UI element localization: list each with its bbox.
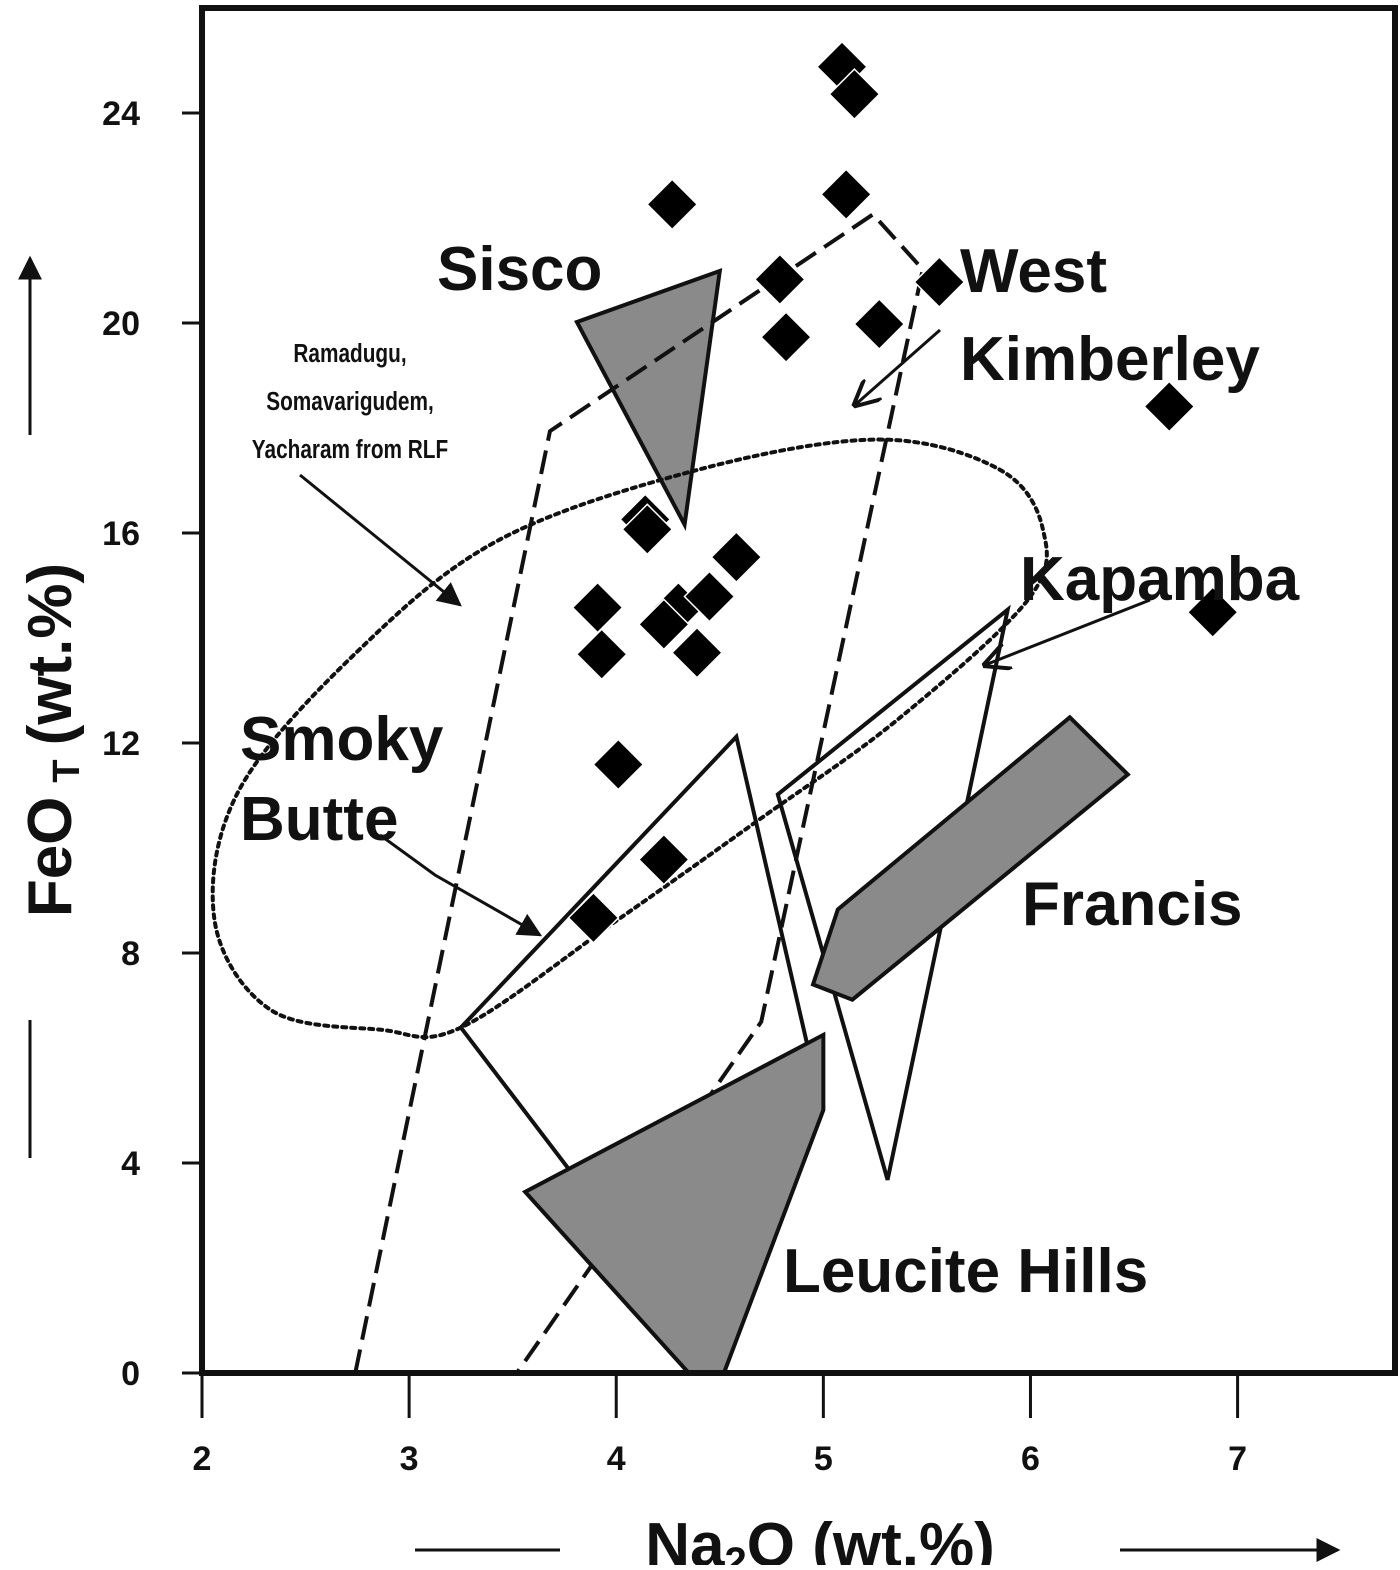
point <box>853 297 906 351</box>
field-outline <box>810 714 1131 1003</box>
point <box>683 570 736 623</box>
x-label-part: Na <box>645 1511 725 1565</box>
x-label-sub: 2 <box>725 1540 747 1565</box>
field-outline <box>574 268 723 531</box>
field-label: Kimberley <box>960 325 1260 394</box>
point <box>575 628 628 681</box>
field-label: Kapamba <box>1020 545 1300 614</box>
point <box>913 255 966 309</box>
y-tick-label: 24 <box>102 95 140 133</box>
point <box>828 68 881 121</box>
fields <box>210 211 1131 1375</box>
point <box>1143 380 1196 433</box>
y-tick-label: 12 <box>102 725 140 763</box>
point <box>571 581 624 634</box>
point <box>646 178 699 231</box>
field-label: Leucite Hills <box>783 1237 1148 1306</box>
field-label: Somavarigudem, <box>266 387 434 416</box>
y-tick-label: 20 <box>102 305 140 343</box>
field-label: West <box>960 237 1107 306</box>
point <box>760 311 813 364</box>
x-tick-label: 5 <box>814 1440 833 1478</box>
point <box>592 738 645 791</box>
y-tick-label: 4 <box>121 1145 140 1183</box>
field-outline <box>210 437 1049 1040</box>
point <box>637 598 690 651</box>
x-axis-label: Na2O (wt.%) <box>645 1511 995 1565</box>
annotation-arrow <box>299 473 462 607</box>
y-label-part: FeO <box>16 797 85 918</box>
field-label: Yacharam from RLF <box>252 435 448 464</box>
field-label: Francis <box>1022 870 1243 939</box>
y-tick-label: 8 <box>121 935 140 973</box>
point <box>710 531 763 584</box>
annotation-arrow <box>985 598 1151 665</box>
field-label: Smoky <box>240 705 444 774</box>
y-label-part: (wt.%) <box>16 563 85 746</box>
x-tick-label: 4 <box>607 1440 626 1478</box>
y-tick-label: 16 <box>102 515 140 553</box>
x-label-part: O (wt.%) <box>747 1511 995 1565</box>
annotation-arrow <box>379 833 543 937</box>
point <box>670 626 724 679</box>
field-label: Butte <box>240 785 398 854</box>
points <box>567 40 1239 944</box>
point <box>621 503 674 556</box>
point <box>1186 586 1239 639</box>
point <box>637 833 690 886</box>
field-label: Ramadugu, <box>293 339 406 368</box>
plot-frame <box>199 5 1398 1376</box>
annotation-arrow <box>855 328 941 405</box>
x-tick-label: 2 <box>193 1440 212 1478</box>
y-tick-label: 0 <box>121 1355 140 1393</box>
y-label-sub: T <box>46 759 88 782</box>
field-outline <box>521 1031 826 1375</box>
point <box>753 253 806 306</box>
point <box>567 891 620 944</box>
field-label: Sisco <box>437 235 602 304</box>
x-tick-label: 6 <box>1021 1440 1040 1478</box>
x-tick-label: 7 <box>1228 1440 1247 1478</box>
point <box>820 168 873 221</box>
y-axis-label: FeO T (wt.%) <box>16 563 88 917</box>
x-tick-label: 3 <box>400 1440 419 1478</box>
